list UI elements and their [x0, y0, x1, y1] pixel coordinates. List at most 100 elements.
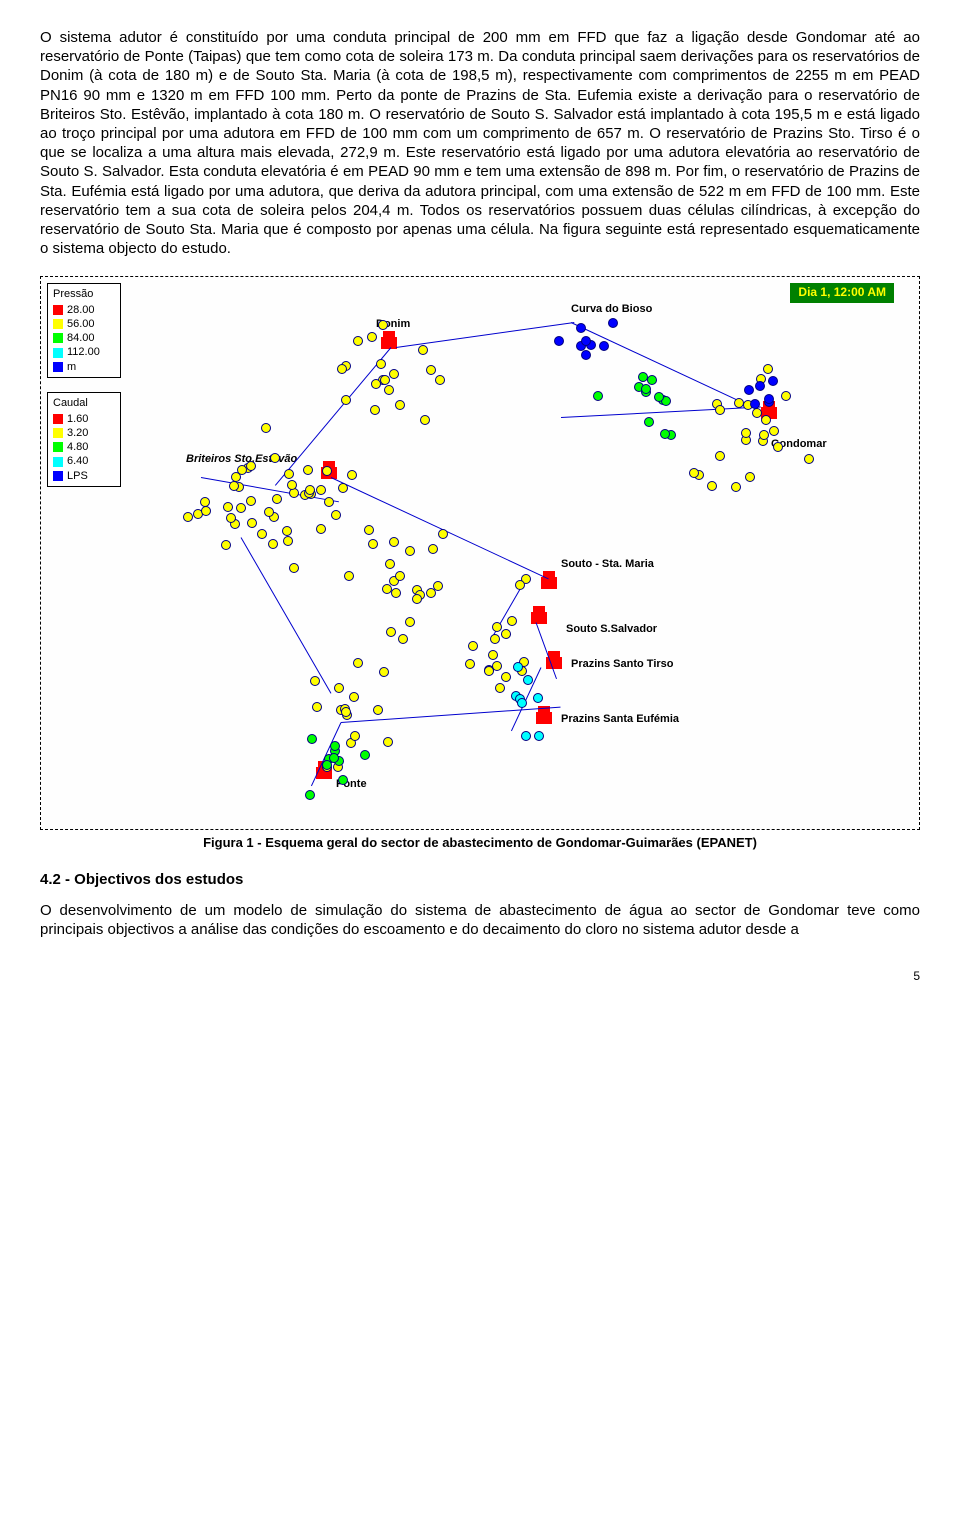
swatch — [53, 362, 63, 372]
network-node — [305, 790, 315, 800]
network-node — [581, 336, 591, 346]
network-node — [305, 485, 315, 495]
network-node — [373, 705, 383, 715]
network-node — [492, 661, 502, 671]
network-node — [349, 692, 359, 702]
network-node — [261, 423, 271, 433]
network-node — [382, 584, 392, 594]
network-node — [426, 365, 436, 375]
legend-pressao: Pressão 28.00 56.00 84.00 112.00 m — [47, 283, 121, 378]
network-node — [331, 510, 341, 520]
simulation-time-badge: Dia 1, 12:00 AM — [790, 283, 894, 302]
swatch — [53, 305, 63, 315]
network-node — [745, 472, 755, 482]
network-node — [533, 693, 543, 703]
network-node — [468, 641, 478, 651]
network-node — [781, 391, 791, 401]
network-node — [389, 369, 399, 379]
legend-value: 6.40 — [67, 454, 88, 468]
network-node — [501, 672, 511, 682]
network-node — [647, 375, 657, 385]
network-node — [764, 394, 774, 404]
network-node — [246, 461, 256, 471]
swatch — [53, 333, 63, 343]
network-node — [353, 658, 363, 668]
network-node — [593, 391, 603, 401]
network-node — [759, 430, 769, 440]
network-node — [438, 529, 448, 539]
network-node — [316, 524, 326, 534]
network-node — [715, 451, 725, 461]
network-node — [804, 454, 814, 464]
network-node — [641, 384, 651, 394]
legend-value: m — [67, 360, 76, 374]
swatch — [53, 348, 63, 358]
legend-value: LPS — [67, 469, 88, 483]
network-node — [360, 750, 370, 760]
network-node — [660, 429, 670, 439]
page-number: 5 — [40, 969, 920, 984]
network-node — [379, 667, 389, 677]
network-node — [322, 466, 332, 476]
network-node — [303, 465, 313, 475]
network-node — [347, 470, 357, 480]
network-node — [599, 341, 609, 351]
network-node — [289, 563, 299, 573]
legend-value: 1.60 — [67, 412, 88, 426]
network-node — [247, 518, 257, 528]
network-node — [768, 376, 778, 386]
network-node — [405, 546, 415, 556]
network-node — [405, 617, 415, 627]
network-node — [384, 385, 394, 395]
network-node — [370, 405, 380, 415]
network-node — [750, 399, 760, 409]
network-node — [337, 364, 347, 374]
network-node — [329, 753, 339, 763]
network-node — [741, 428, 751, 438]
reservoir-icon — [536, 712, 552, 724]
network-node — [752, 408, 762, 418]
network-node — [201, 506, 211, 516]
legend-pressao-title: Pressão — [53, 287, 115, 301]
network-node — [412, 594, 422, 604]
network-node — [523, 675, 533, 685]
swatch — [53, 471, 63, 481]
network-node — [689, 468, 699, 478]
network-node — [389, 537, 399, 547]
swatch — [53, 428, 63, 438]
network-node — [338, 483, 348, 493]
network-node — [501, 629, 511, 639]
network-node — [324, 497, 334, 507]
network-node — [316, 485, 326, 495]
network-node — [383, 737, 393, 747]
legend-value: 4.80 — [67, 440, 88, 454]
network-node — [521, 731, 531, 741]
network-node — [517, 698, 527, 708]
reservoir-icon — [531, 612, 547, 624]
label-souto-maria: Souto - Sta. Maria — [561, 557, 654, 571]
network-node — [581, 350, 591, 360]
label-curva-bioso: Curva do Bioso — [571, 302, 652, 316]
figure-1-epanet-schematic: Pressão 28.00 56.00 84.00 112.00 m Cauda… — [40, 276, 920, 830]
reservoir-icon — [541, 577, 557, 589]
network-node — [715, 405, 725, 415]
network-node — [398, 634, 408, 644]
network-node — [608, 318, 618, 328]
network-node — [257, 529, 267, 539]
network-node — [576, 323, 586, 333]
swatch — [53, 414, 63, 424]
network-node — [554, 336, 564, 346]
network-node — [391, 588, 401, 598]
legend-value: 28.00 — [67, 303, 95, 317]
pipe — [561, 407, 761, 418]
network-node — [223, 502, 233, 512]
network-node — [312, 702, 322, 712]
network-node — [368, 539, 378, 549]
legend-value: 56.00 — [67, 317, 95, 331]
network-node — [307, 734, 317, 744]
network-node — [418, 345, 428, 355]
network-node — [364, 525, 374, 535]
network-node — [731, 482, 741, 492]
network-node — [385, 559, 395, 569]
network-node — [490, 634, 500, 644]
